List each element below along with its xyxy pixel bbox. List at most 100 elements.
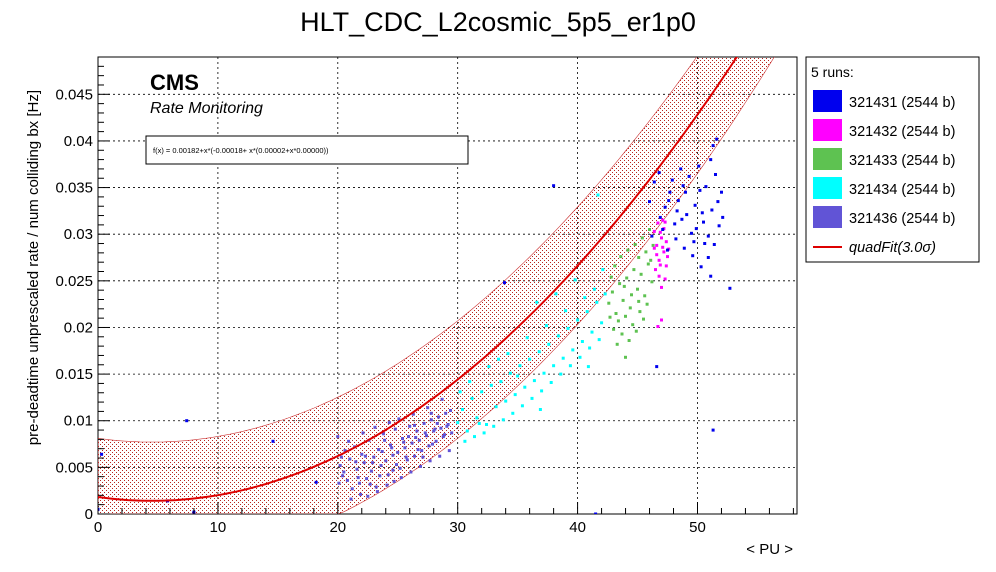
data-point: [492, 424, 496, 428]
data-point: [348, 457, 352, 461]
x-tick-label: 30: [449, 519, 466, 536]
data-point: [441, 435, 445, 439]
data-point: [369, 469, 373, 473]
data-point: [660, 318, 663, 322]
data-point: [645, 302, 649, 306]
data-point: [489, 383, 493, 387]
data-point: [354, 460, 358, 464]
data-point: [618, 282, 622, 286]
legend-swatch: [813, 148, 842, 170]
axes: 0 10 20 30 40 50 0 0.005 0.01 0.015 0.02 0.025 0.03 0…: [55, 56, 794, 536]
data-point: [616, 319, 620, 323]
data-point: [656, 221, 660, 225]
data-point: [377, 448, 381, 452]
data-point: [660, 285, 663, 289]
data-point: [379, 464, 383, 467]
data-point: [373, 425, 377, 429]
data-point: [387, 421, 391, 425]
data-point: [664, 240, 668, 244]
x-tick-label: 40: [569, 519, 586, 536]
data-point: [638, 310, 642, 314]
data-point: [649, 258, 653, 262]
data-point: [449, 409, 452, 412]
fit-line: [98, 57, 738, 502]
x-tick-label: 0: [94, 519, 102, 536]
data-point: [337, 481, 341, 485]
data-point: [426, 406, 430, 410]
data-point: [438, 454, 442, 458]
legend-label: 321432 (2544 b): [849, 124, 955, 140]
data-point: [371, 461, 375, 465]
data-point: [673, 222, 677, 226]
y-tick-label: 0.04: [64, 133, 93, 150]
data-point: [359, 492, 363, 496]
data-point: [655, 365, 659, 369]
data-point: [494, 405, 498, 409]
data-point: [596, 193, 600, 197]
data-point: [506, 352, 510, 356]
y-tick-label: 0.02: [64, 319, 93, 336]
data-point: [554, 292, 558, 296]
data-point: [721, 215, 725, 219]
data-point: [463, 439, 467, 443]
data-point: [580, 340, 584, 343]
data-point: [431, 442, 434, 446]
data-point: [399, 476, 403, 480]
cms-label: CMS: [150, 70, 199, 95]
y-tick-label: 0.03: [64, 226, 93, 243]
data-point: [363, 454, 367, 458]
data-point: [642, 317, 645, 321]
data-point: [607, 301, 611, 305]
data-point: [622, 284, 626, 288]
legend-swatch: [813, 119, 842, 141]
data-point: [391, 468, 395, 472]
data-point: [630, 293, 633, 297]
data-point: [414, 436, 418, 439]
data-point: [443, 433, 446, 437]
data-point: [338, 464, 342, 467]
data-point: [694, 227, 698, 231]
data-point: [516, 374, 520, 378]
legend-label: 321436 (2544 b): [849, 211, 955, 227]
data-point: [475, 416, 479, 420]
data-point: [433, 427, 437, 431]
data-point: [564, 309, 568, 313]
data-point: [473, 435, 476, 439]
data-point: [504, 399, 508, 403]
data-point: [413, 423, 416, 427]
data-point: [417, 438, 421, 442]
data-point: [339, 455, 343, 459]
data-point: [366, 494, 370, 498]
data-point: [595, 300, 599, 304]
data-point: [537, 350, 541, 354]
data-point: [349, 497, 353, 501]
data-point: [446, 423, 450, 426]
data-point: [658, 215, 662, 219]
data-point: [590, 330, 594, 334]
data-point: [624, 314, 627, 318]
data-point: [271, 439, 275, 443]
data-point: [381, 432, 385, 436]
data-point: [420, 449, 424, 453]
data-point: [633, 243, 637, 246]
fit-formula-box: [145, 135, 469, 165]
data-point: [709, 274, 713, 278]
data-point: [657, 274, 661, 278]
data-point: [728, 286, 732, 290]
data-point: [380, 450, 384, 453]
data-point: [461, 408, 464, 411]
data-point: [427, 444, 431, 448]
data-point: [652, 246, 656, 250]
data-point: [603, 292, 607, 296]
data-point: [661, 245, 665, 249]
data-point: [447, 449, 451, 453]
data-point: [525, 336, 529, 340]
data-point: [425, 434, 428, 438]
data-point: [614, 312, 618, 315]
data-point: [588, 346, 592, 350]
data-point: [619, 255, 623, 259]
data-point: [691, 254, 695, 258]
y-tick-label: 0.025: [55, 273, 93, 290]
data-point: [419, 464, 422, 468]
data-point: [465, 429, 469, 433]
